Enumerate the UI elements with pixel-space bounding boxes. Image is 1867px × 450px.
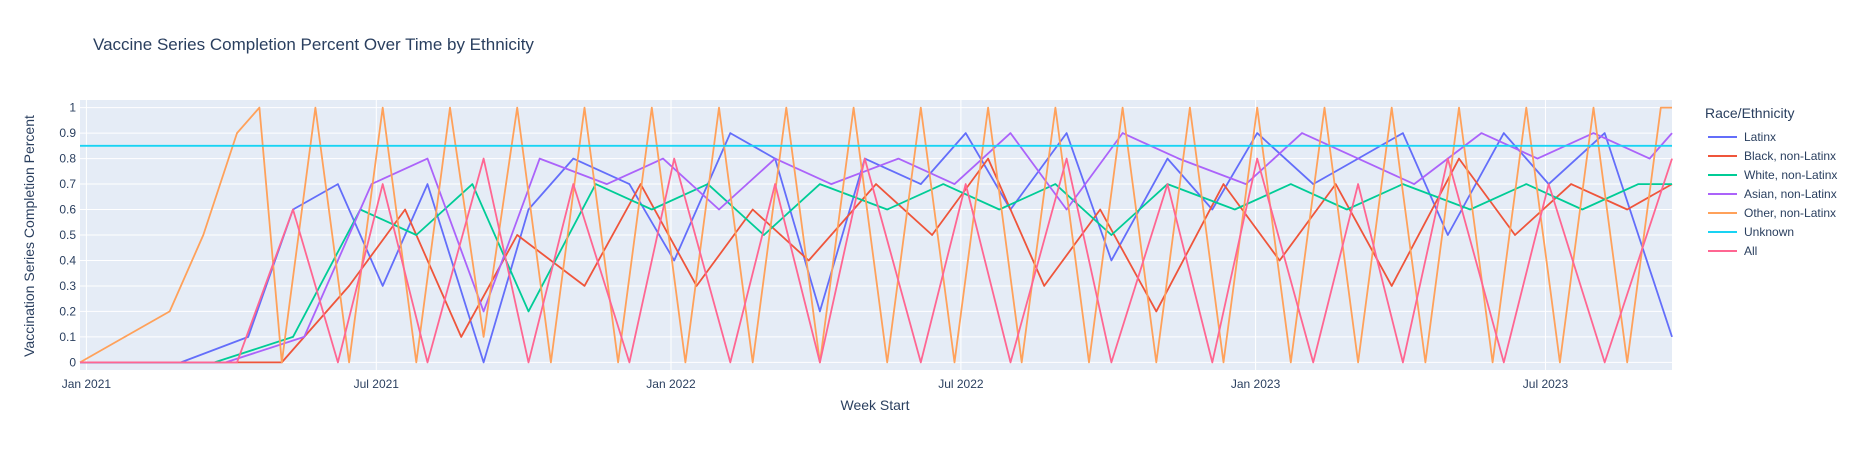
series-line-black-non-latinx [80, 157, 1673, 364]
x-tick-label: Jul 2022 [938, 377, 984, 391]
legend: Race/Ethnicity Latinx Black, non-Latinx Wh… [1705, 105, 1837, 258]
legend-label-other-non-latinx[interactable]: Other, non-Latinx [1744, 206, 1836, 220]
series-line-other-non-latinx [79, 106, 1672, 364]
x-tick-label: Jul 2021 [354, 377, 400, 391]
x-axis-title: Week Start [841, 397, 910, 413]
x-axis-ticks: Jan 2021 Jul 2021 Jan 2022 Jul 2022 Jan 2023… [62, 377, 1569, 391]
y-tick-label: 0.7 [59, 177, 76, 191]
legend-label-asian-non-latinx[interactable]: Asian, non-Latinx [1744, 187, 1837, 201]
y-tick-label: 0.4 [59, 253, 76, 267]
y-tick-label: 0 [69, 355, 76, 369]
y-tick-label: 0.2 [59, 304, 76, 318]
legend-title: Race/Ethnicity [1705, 105, 1794, 121]
y-tick-label: 0.5 [59, 228, 76, 242]
y-axis-ticks: 0 0.1 0.2 0.3 0.4 0.5 0.6 0.7 0.8 0.9 1 [59, 101, 76, 370]
legend-label-all[interactable]: All [1744, 244, 1757, 258]
y-tick-label: 0.8 [59, 152, 76, 166]
series-layer [79, 106, 1673, 364]
y-tick-label: 0.3 [59, 279, 76, 293]
legend-label-latinx[interactable]: Latinx [1744, 130, 1776, 144]
legend-label-white-non-latinx[interactable]: White, non-Latinx [1744, 168, 1837, 182]
legend-label-unknown[interactable]: Unknown [1744, 225, 1794, 239]
chart-title: Vaccine Series Completion Percent Over T… [93, 35, 534, 54]
y-tick-label: 1 [69, 101, 76, 115]
y-tick-label: 0.9 [59, 126, 76, 140]
series-line-asian-non-latinx [80, 132, 1673, 364]
y-axis-title: Vaccination Series Completion Percent [21, 115, 37, 357]
series-line-all [80, 157, 1673, 364]
x-tick-label: Jan 2021 [62, 377, 112, 391]
x-tick-label: Jan 2022 [646, 377, 696, 391]
x-tick-label: Jan 2023 [1231, 377, 1281, 391]
x-tick-label: Jul 2023 [1523, 377, 1569, 391]
y-tick-label: 0.6 [59, 203, 76, 217]
legend-label-black-non-latinx[interactable]: Black, non-Latinx [1744, 149, 1836, 163]
y-tick-label: 0.1 [59, 330, 76, 344]
